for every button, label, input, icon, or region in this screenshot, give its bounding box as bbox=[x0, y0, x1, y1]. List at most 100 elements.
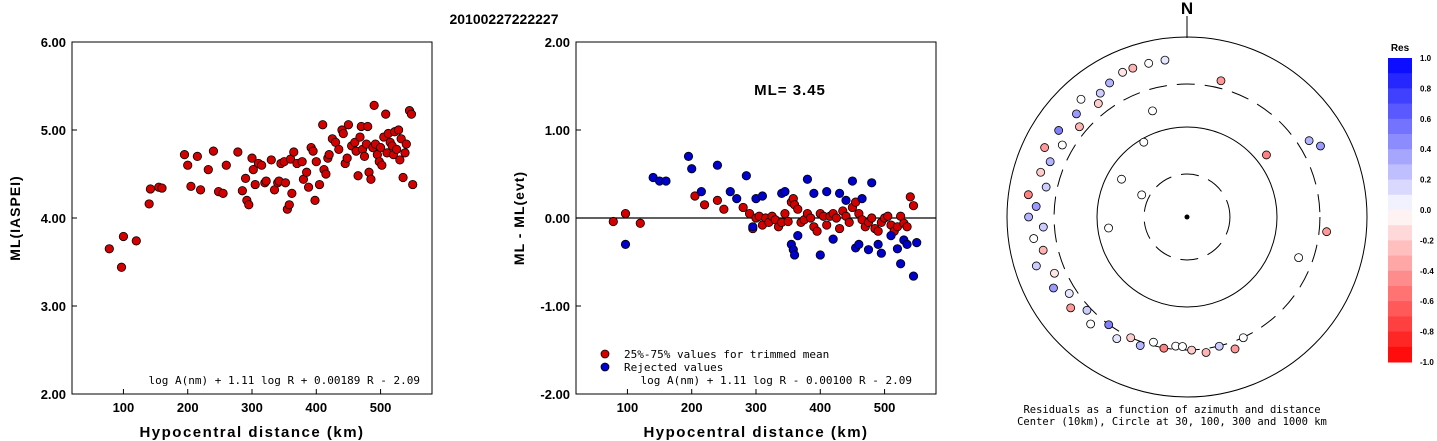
data-point bbox=[738, 202, 748, 213]
data-point bbox=[131, 236, 141, 246]
residual-point bbox=[1160, 55, 1170, 65]
data-point bbox=[908, 271, 919, 281]
residual-colorbar: Res 1.0 0.8 0.6 0.4 0.2 0.0 -0.2 -0.4 -0.6 -0.8 -1… bbox=[1388, 43, 1434, 367]
colorbar-cell bbox=[1388, 346, 1412, 363]
y-tick-label: 4.00 bbox=[41, 211, 66, 226]
residual-point bbox=[1148, 106, 1157, 116]
data-point bbox=[393, 125, 404, 135]
data-point bbox=[696, 187, 706, 197]
data-point bbox=[683, 151, 694, 161]
data-point bbox=[310, 195, 320, 205]
data-point bbox=[732, 194, 742, 204]
data-point bbox=[793, 231, 803, 241]
data-point bbox=[400, 148, 410, 158]
center-marker bbox=[1184, 214, 1190, 220]
data-point bbox=[867, 213, 877, 223]
data-point bbox=[248, 165, 258, 175]
data-point bbox=[257, 160, 267, 170]
colorbar-tick-label: -1.0 bbox=[1420, 358, 1434, 367]
colorbar-tick-label: -0.6 bbox=[1420, 297, 1434, 306]
residual-point bbox=[1201, 348, 1211, 357]
x-tick-label: 100 bbox=[617, 400, 639, 415]
data-point bbox=[289, 147, 299, 157]
data-point bbox=[303, 182, 314, 192]
data-point bbox=[620, 239, 631, 249]
colorbar-cell bbox=[1388, 134, 1412, 150]
residual-point bbox=[1064, 289, 1074, 298]
ml-residual-panel: -2.00 -1.00 0.00 1.00 2.00 100 200 300 400 500 M… bbox=[511, 35, 937, 441]
x-tick-label: 400 bbox=[809, 400, 831, 415]
data-point bbox=[793, 204, 803, 214]
residual-point bbox=[1095, 88, 1105, 98]
data-point bbox=[145, 184, 156, 194]
data-point bbox=[783, 216, 793, 227]
y-tick-label: 6.00 bbox=[41, 35, 66, 50]
colorbar-cell bbox=[1388, 118, 1412, 135]
north-label: N bbox=[1181, 0, 1193, 18]
data-point bbox=[741, 171, 751, 181]
residual-point bbox=[1135, 341, 1145, 350]
residual-point bbox=[1038, 245, 1048, 255]
data-point bbox=[250, 179, 260, 190]
x-tick-label: 300 bbox=[745, 400, 767, 415]
data-point bbox=[635, 218, 645, 228]
data-point bbox=[324, 150, 334, 160]
data-point bbox=[828, 234, 838, 244]
data-point bbox=[719, 204, 729, 214]
legend-marker-trimmed bbox=[600, 349, 610, 359]
x-tick-labels: 100 200 300 400 500 bbox=[617, 389, 895, 415]
colorbar-cell bbox=[1388, 301, 1412, 317]
residual-point bbox=[1159, 343, 1169, 353]
colorbar-cell bbox=[1388, 179, 1412, 196]
residual-point bbox=[1086, 319, 1096, 329]
colorbar-tick-label: 0.2 bbox=[1420, 176, 1432, 185]
colorbar-cell bbox=[1388, 225, 1412, 241]
residual-point bbox=[1031, 261, 1041, 271]
data-point bbox=[809, 188, 819, 198]
data-point bbox=[789, 250, 800, 260]
colorbar-cell bbox=[1388, 210, 1412, 226]
data-point bbox=[179, 150, 190, 160]
y-tick-label: 2.00 bbox=[545, 35, 570, 50]
residual-point bbox=[1050, 268, 1059, 278]
residual-point bbox=[1045, 157, 1055, 167]
data-point bbox=[369, 100, 379, 110]
azimuth-residual-panel: N Residuals as a function of azimuth and… bbox=[1006, 0, 1368, 428]
data-point bbox=[334, 144, 344, 154]
data-point bbox=[408, 179, 418, 190]
data-point bbox=[287, 188, 297, 198]
data-point bbox=[815, 250, 825, 260]
residual-point bbox=[1187, 345, 1197, 355]
ring-100km bbox=[1096, 126, 1278, 308]
colorbar-cells bbox=[1388, 58, 1412, 363]
colorbar-cell bbox=[1388, 58, 1412, 74]
y-tick-label: 1.00 bbox=[545, 123, 570, 138]
colorbar-tick-label: -0.4 bbox=[1420, 267, 1434, 276]
data-point bbox=[381, 109, 391, 119]
data-point bbox=[867, 178, 877, 188]
data-point bbox=[812, 226, 822, 236]
data-point bbox=[834, 188, 845, 198]
page-title: 20100227222227 bbox=[449, 11, 558, 27]
data-point bbox=[118, 231, 129, 242]
residual-point bbox=[1054, 126, 1064, 135]
residual-point bbox=[1057, 140, 1067, 150]
residual-point bbox=[1104, 320, 1114, 330]
colorbar-cell bbox=[1388, 316, 1412, 333]
data-point bbox=[280, 178, 291, 188]
data-point bbox=[886, 231, 896, 241]
residual-point bbox=[1049, 283, 1058, 293]
data-point bbox=[608, 216, 618, 227]
residual-point bbox=[1066, 303, 1076, 313]
x-tick-label: 200 bbox=[681, 400, 703, 415]
data-point bbox=[203, 165, 213, 175]
residual-point bbox=[1023, 190, 1033, 200]
data-point bbox=[873, 239, 883, 249]
y-tick-label: 5.00 bbox=[41, 123, 66, 138]
data-point bbox=[841, 195, 851, 205]
ml-annotation: ML= 3.45 bbox=[754, 82, 826, 99]
residual-point bbox=[1316, 141, 1325, 151]
colorbar-tick-label: -0.2 bbox=[1420, 236, 1434, 245]
data-point bbox=[892, 244, 903, 254]
data-point bbox=[687, 164, 697, 174]
